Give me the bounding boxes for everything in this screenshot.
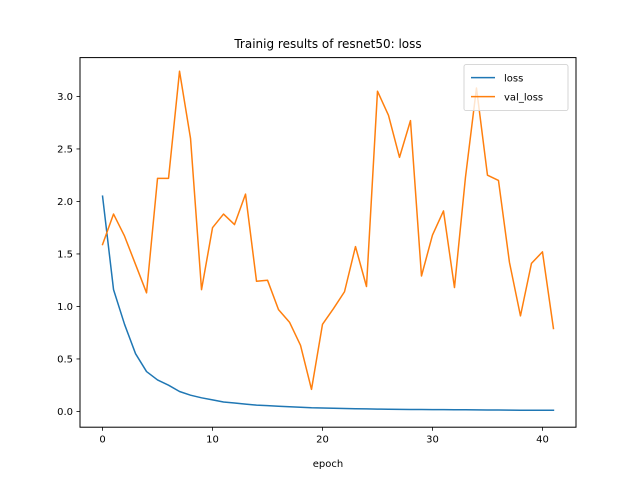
legend-box (463, 64, 569, 111)
y-tick-label: 1.0 (57, 302, 73, 313)
y-tick-label: 2.0 (57, 197, 73, 208)
x-tick-label: 20 (316, 435, 329, 446)
legend: loss val_loss (463, 64, 569, 111)
series-line-loss (101, 195, 555, 412)
x-axis-ticks: 0 10 20 30 40 (99, 427, 549, 446)
x-tick-label: 30 (426, 435, 439, 446)
y-tick-label: 0.0 (57, 407, 73, 418)
chart-title: Trainig results of resnet50: loss (233, 37, 421, 51)
y-tick-label: 1.5 (57, 250, 73, 261)
x-tick-label: 10 (206, 435, 219, 446)
y-axis-ticks: 0.0 0.5 1.0 1.5 2.0 2.5 3.0 (57, 92, 80, 418)
x-tick-label: 0 (99, 435, 105, 446)
legend-label-loss: loss (504, 74, 523, 85)
y-tick-label: 2.5 (57, 145, 73, 156)
plot-frame (79, 57, 577, 428)
x-tick-label: 40 (536, 435, 549, 446)
y-tick-label: 0.5 (57, 355, 73, 366)
y-tick-label: 3.0 (57, 92, 73, 103)
series-line-val-loss (101, 70, 555, 391)
plot-lines (101, 70, 555, 412)
x-axis-label: epoch (313, 459, 343, 470)
legend-label-val-loss: val_loss (504, 93, 543, 104)
